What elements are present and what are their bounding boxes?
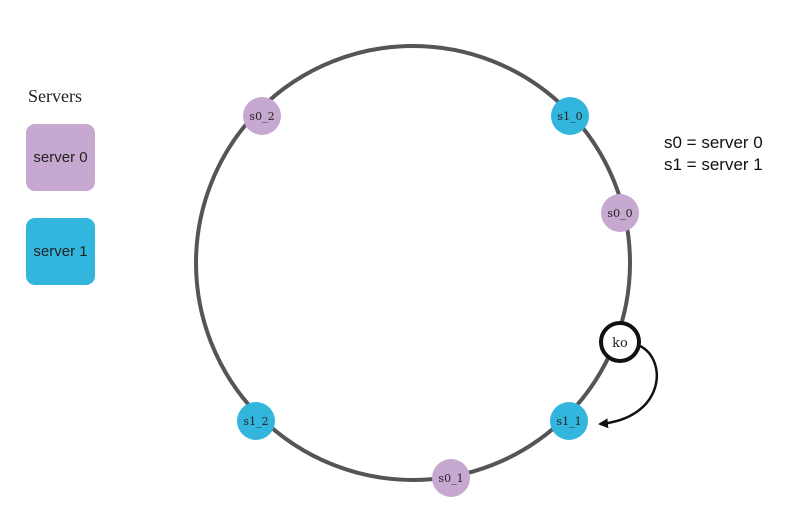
ring-node-s0-2: s0_2	[243, 97, 281, 135]
ring-node-s0-1: s0_1	[432, 459, 470, 497]
legend-server-1-label: server 1	[33, 243, 88, 260]
legend-title: Servers	[28, 86, 82, 106]
ring-node-label: s1_0	[557, 110, 582, 123]
lookup-arrow	[598, 344, 659, 429]
ring-node-label: s1_2	[243, 415, 268, 428]
legend-server-0-label: server 0	[33, 149, 88, 166]
server-notes: s0 = server 0 s1 = server 1	[664, 132, 763, 176]
ring-node-label: s0_1	[438, 472, 463, 485]
ring-node-s1-2: s1_2	[237, 402, 275, 440]
ring-node-s1-1: s1_1	[550, 402, 588, 440]
note-s1: s1 = server 1	[664, 155, 763, 174]
ring-node-s1-0: s1_0	[551, 97, 589, 135]
hash-ring	[194, 44, 632, 482]
ring-node-s0-0: s0_0	[601, 194, 639, 232]
key-node-label: ko	[612, 336, 628, 351]
ring-node-label: s0_0	[607, 207, 632, 220]
ring-node-label: s1_1	[556, 415, 581, 428]
legend-server-0: server 0	[26, 124, 95, 191]
note-s0: s0 = server 0	[664, 133, 763, 152]
ring-node-label: s0_2	[249, 110, 274, 123]
key-node-ko: ko	[599, 321, 641, 363]
legend-server-1: server 1	[26, 218, 95, 285]
